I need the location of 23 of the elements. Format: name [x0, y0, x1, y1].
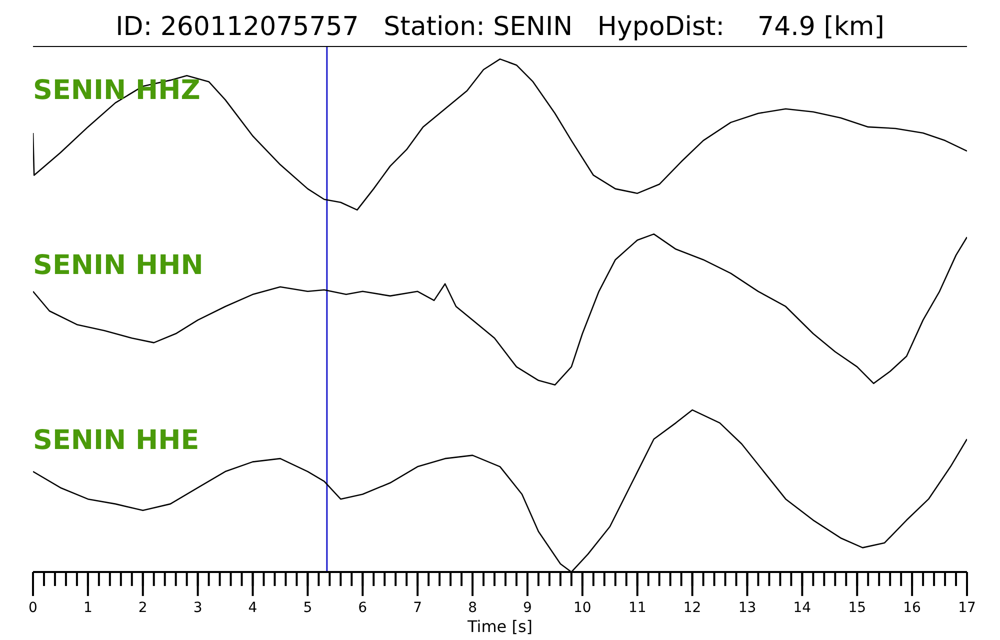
- x-tick-label: 16: [903, 600, 922, 616]
- x-tick-label: 9: [523, 600, 532, 616]
- x-axis-title: Time [s]: [466, 617, 533, 636]
- x-tick-label: 1: [83, 600, 92, 616]
- x-tick-label: 17: [958, 600, 976, 616]
- x-tick-label: 13: [738, 600, 756, 616]
- series-label: SENIN HHE: [33, 425, 200, 456]
- x-tick-label: 7: [413, 600, 422, 616]
- x-tick-label: 15: [848, 600, 866, 616]
- x-tick-label: 5: [303, 600, 312, 616]
- x-tick-label: 6: [358, 600, 368, 616]
- x-tick-label: 11: [628, 600, 646, 616]
- x-tick-label: 10: [574, 600, 592, 616]
- series-label: SENIN HHZ: [33, 75, 200, 106]
- x-tick-label: 14: [793, 600, 812, 616]
- x-tick-label: 3: [193, 600, 202, 616]
- chart-title: ID: 260112075757 Station: SENIN HypoDist: 74.9 [km]: [116, 12, 884, 42]
- series-label: SENIN HHN: [33, 250, 204, 281]
- x-tick-label: 4: [248, 600, 258, 616]
- x-tick-label: 2: [138, 600, 148, 616]
- x-tick-label: 8: [468, 600, 477, 616]
- x-tick-label: 0: [28, 600, 38, 616]
- x-tick-label: 12: [683, 600, 702, 616]
